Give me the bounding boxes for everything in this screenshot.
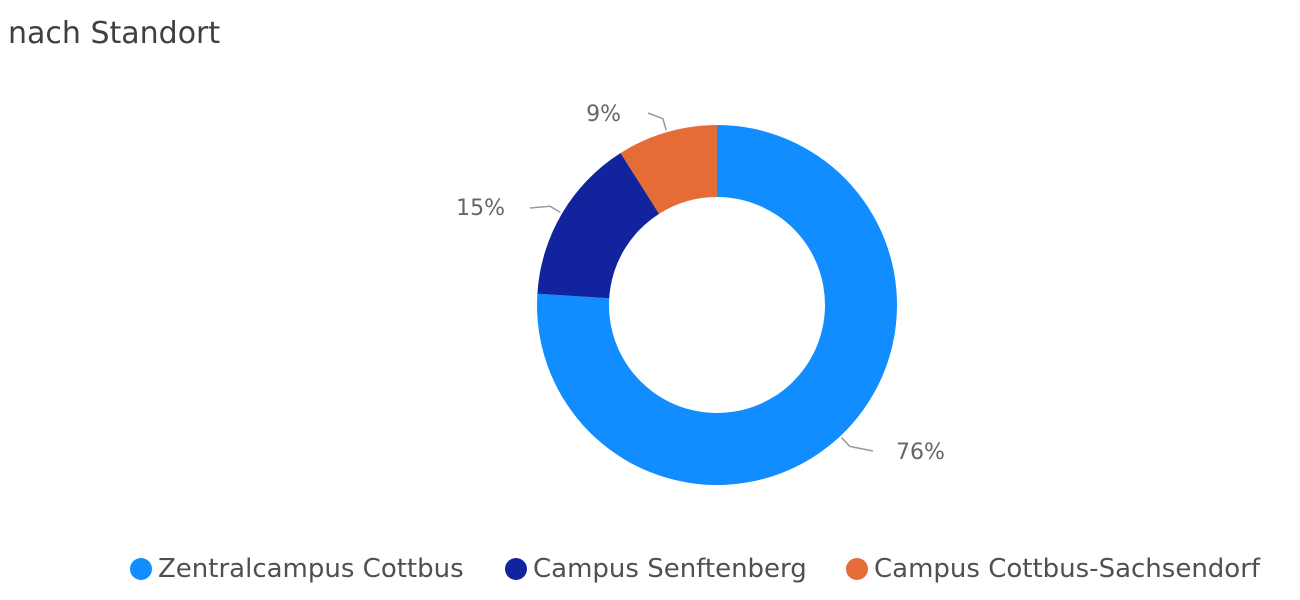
leader-line-0 <box>841 437 874 452</box>
data-label-0: 76% <box>896 440 945 465</box>
data-label-2: 9% <box>586 102 621 127</box>
legend-item-campus-cottbus-sachsendorf[interactable]: Campus Cottbus-Sachsendorf <box>846 554 1260 584</box>
legend-label: Campus Cottbus-Sachsendorf <box>874 554 1261 584</box>
chart-title: nach Standort <box>8 16 221 51</box>
legend-label: Zentralcampus Cottbus <box>158 554 464 584</box>
legend-item-zentralcampus-cottbus[interactable]: Zentralcampus Cottbus <box>130 554 464 584</box>
leader-line-1 <box>529 205 561 214</box>
legend-marker-icon <box>130 558 152 580</box>
legend-marker-icon <box>846 558 868 580</box>
legend-label: Campus Senftenberg <box>533 554 807 584</box>
legend-item-campus-senftenberg[interactable]: Campus Senftenberg <box>505 554 807 584</box>
donut-slice-2[interactable] <box>620 125 717 214</box>
leader-line-2 <box>647 112 667 131</box>
data-label-1: 15% <box>456 196 505 221</box>
donut-slice-0[interactable] <box>537 125 898 485</box>
legend: Zentralcampus Cottbus Campus Senftenberg… <box>0 554 1300 594</box>
donut-slice-1[interactable] <box>537 153 660 299</box>
legend-marker-icon <box>505 558 527 580</box>
